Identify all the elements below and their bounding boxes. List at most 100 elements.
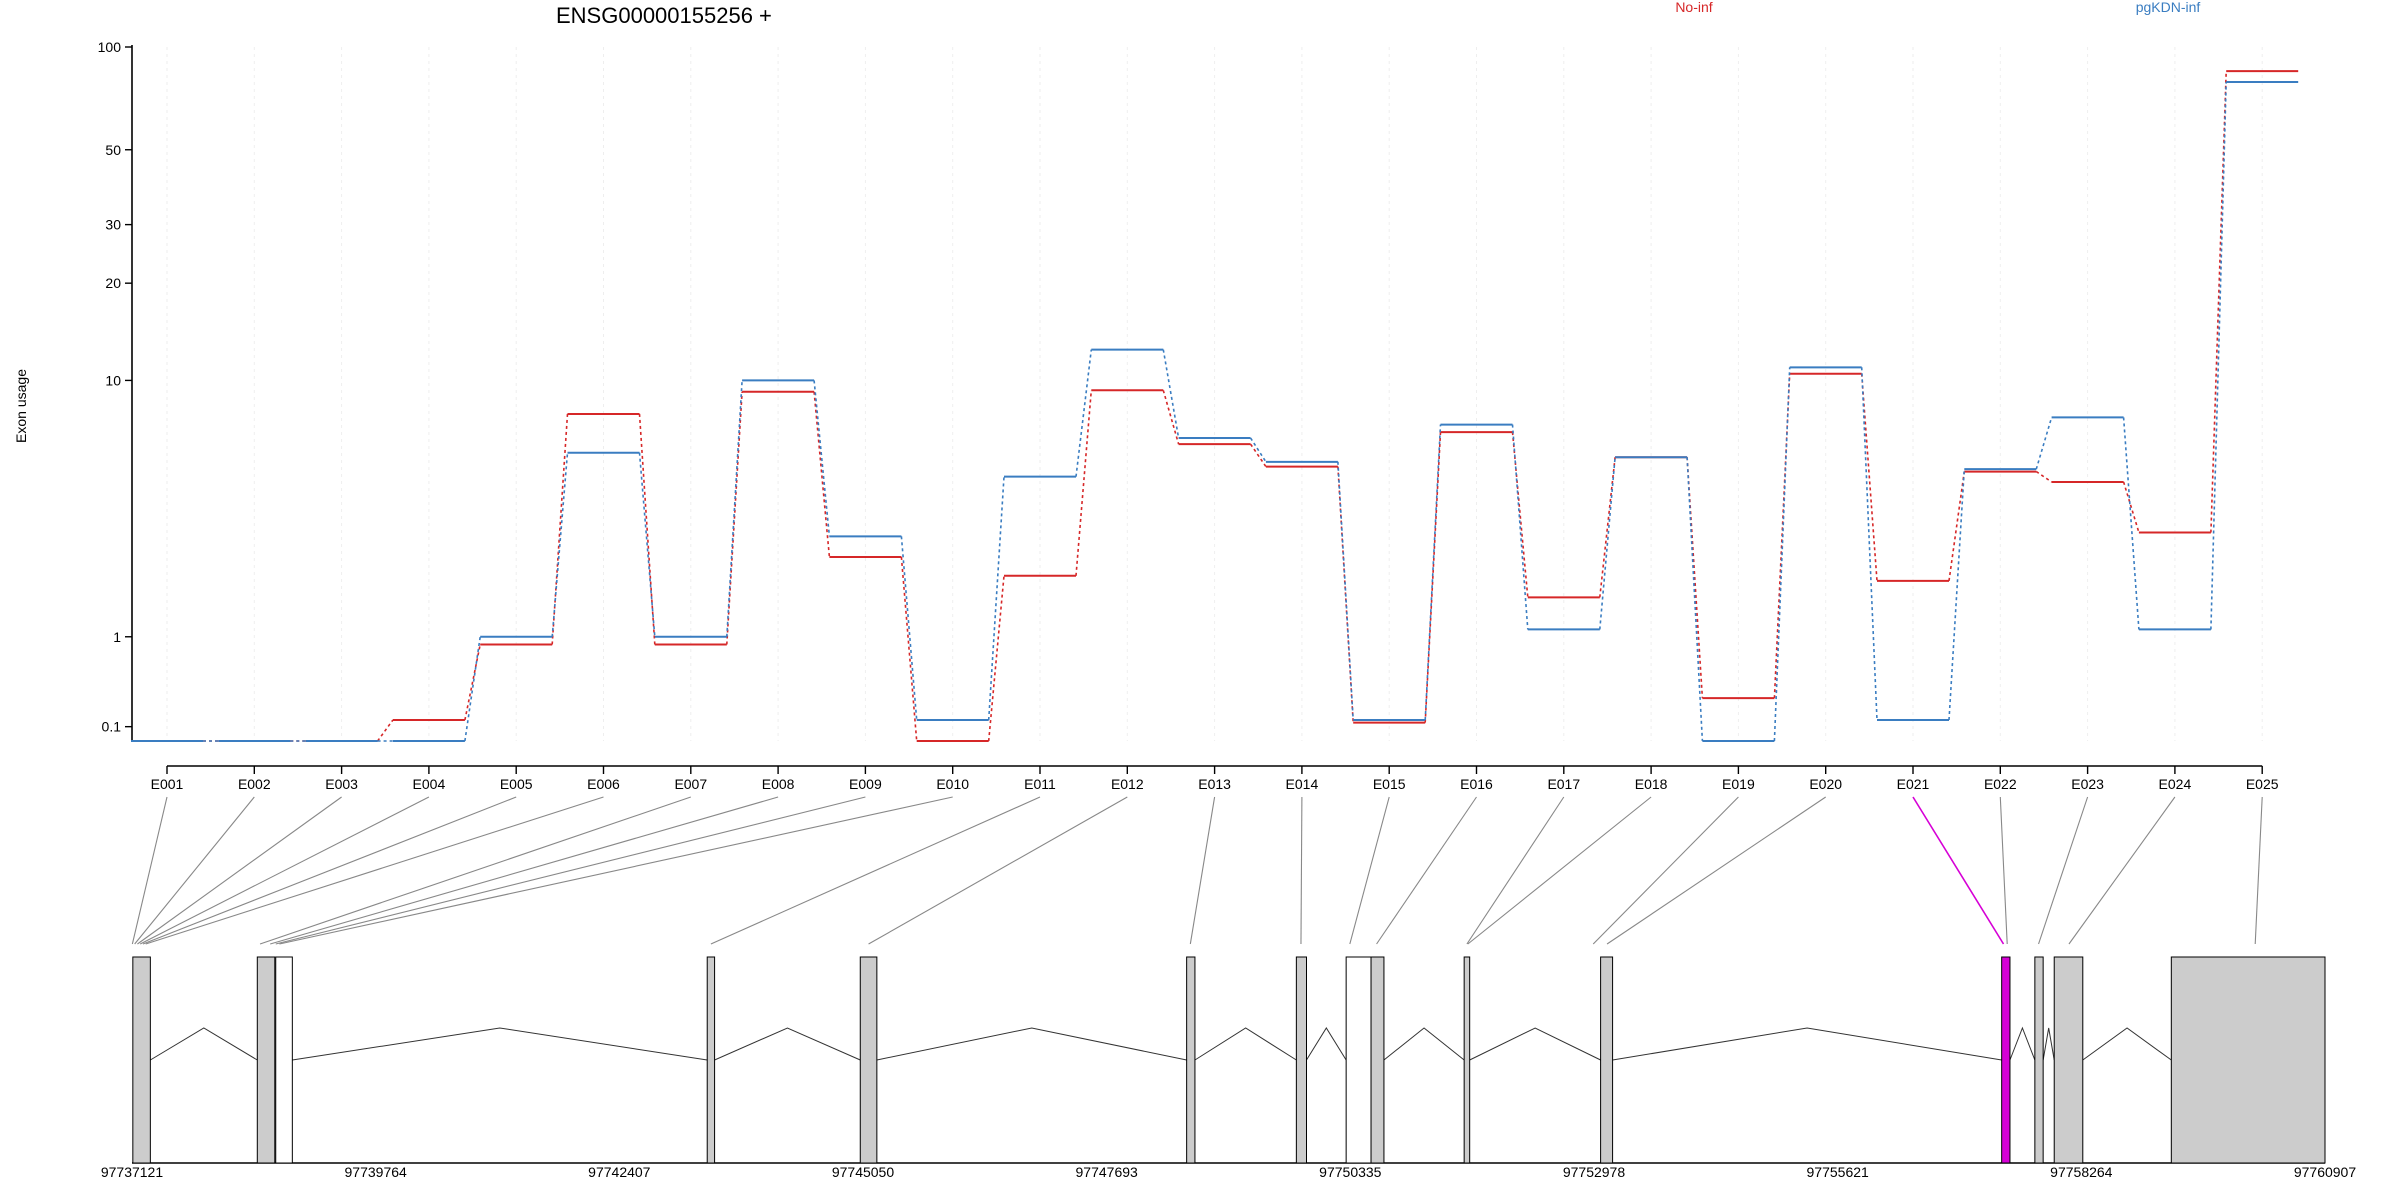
x-tick-label-e004: E004 [413,776,446,792]
exon-connector-e023 [2038,796,2089,945]
series-connector [1249,437,1267,463]
x-tick-label-e002: E002 [238,776,271,792]
genome-coordinate-label: 97755621 [1807,1164,1870,1180]
exon-connector-lines [131,796,2263,945]
exon-connector-e016 [1376,796,1477,945]
exon-block [1186,956,1196,1164]
series-connector [1599,457,1616,630]
y-tick-label: 10 [105,372,121,388]
chart-title: ENSG00000155256 + [556,3,772,28]
series-connector [1424,424,1442,721]
legend-label-no-inf: No-inf [1675,0,1712,15]
legend-label-pgkdn-inf: pgKDN-inf [2136,0,2201,15]
intron-line [2042,1027,2055,1061]
plot-axes: 100 50 30 20 10 1 0.1 E001 E002 E003 E004 E005 E006 E… [98,39,2279,792]
y-tick-label: 0.1 [102,719,122,735]
exon-connector-e010 [279,796,953,945]
series-connector [1075,390,1093,576]
x-tick-label-e014: E014 [1286,776,1319,792]
intron-line [292,1027,708,1061]
x-tick-label-e007: E007 [674,776,707,792]
y-tick-label: 100 [98,39,122,55]
series-lines [131,70,2299,742]
series-connector [551,452,569,637]
series-connector [2210,71,2227,533]
series-connector [376,719,394,742]
series-connector [1686,457,1704,699]
y-tick-label: 20 [105,275,121,291]
x-tick-label-e016: E016 [1460,776,1493,792]
series-connector [2035,417,2053,470]
series-connector [1860,373,1878,581]
exon-connector-e012 [868,796,1128,945]
exon-block [1463,956,1471,1164]
series-connector [900,556,918,742]
series-connector [1249,443,1267,468]
x-tick-label-e017: E017 [1547,776,1580,792]
intron-line [150,1027,258,1061]
series-connector [987,575,1005,742]
series-connector [1948,469,1966,721]
series-connector [2035,470,2053,483]
genome-coordinate-label: 97745050 [832,1164,895,1180]
exon-connector-e005 [142,796,517,945]
exon-connector-e019 [1592,796,1739,945]
series-connector [1424,432,1442,723]
genome-coordinate-label: 97737121 [101,1164,164,1180]
exon-connector-e001 [131,796,168,945]
genome-coordinate-label: 97739764 [345,1164,408,1180]
series-connector [726,391,743,645]
x-tick-label-e024: E024 [2159,776,2192,792]
series-connector [638,413,656,645]
x-tick-label-e005: E005 [500,776,533,792]
series-connector [2210,82,2227,630]
exon-block [275,956,293,1164]
intron-line [1383,1027,1465,1061]
series-connector [464,644,481,721]
x-tick-label-e006: E006 [587,776,620,792]
x-tick-label-e003: E003 [325,776,358,792]
exon-connector-e014 [1300,796,1303,945]
intron-line [1612,1027,2002,1061]
x-tick-label-e023: E023 [2071,776,2104,792]
exon-block [1295,956,1307,1164]
x-tick-label-e011: E011 [1024,776,1056,792]
series-connector [1686,457,1704,742]
exon-connector-e007 [259,796,691,945]
x-tick-label-e009: E009 [849,776,882,792]
x-tick-label-e008: E008 [762,776,795,792]
series-connector [1948,471,1966,582]
y-tick-label: 1 [113,629,121,645]
series-connector [1511,424,1529,630]
y-tick-label: 50 [105,142,121,158]
exon-connector-e018 [1467,796,1652,945]
exon-block [256,956,276,1164]
exon-block [2170,956,2326,1164]
genome-coordinate-label: 97758264 [2050,1164,2113,1180]
exon-connector-e011 [710,796,1041,945]
series-connector [1337,461,1354,721]
series-connector [813,380,831,537]
intron-line [2082,1027,2172,1061]
genome-coordinate-label: 97747693 [1076,1164,1139,1180]
x-tick-label-e001: E001 [151,776,184,792]
intron-line [876,1027,1187,1061]
gene-model: 97737121 97739764 97742407 97745050 97747693… [101,956,2357,1180]
genome-coordinate-label: 97760907 [2294,1164,2357,1180]
series-connector [1860,367,1878,721]
exon-connector-e004 [139,796,430,945]
exon-connector-e002 [134,796,255,945]
exon-connector-e009 [275,796,866,945]
x-tick-label-e022: E022 [1984,776,2017,792]
exon-block [2034,956,2044,1164]
x-tick-label-e025: E025 [2246,776,2279,792]
series-connector [900,536,918,721]
exon-connector-e020 [1606,796,1827,945]
series-connector [1511,432,1529,598]
y-axis-label: Exon usage [13,369,29,443]
intron-line [1306,1027,1347,1061]
x-tick-label-e020: E020 [1809,776,1842,792]
series-connector [726,380,743,637]
x-tick-label-e018: E018 [1635,776,1668,792]
